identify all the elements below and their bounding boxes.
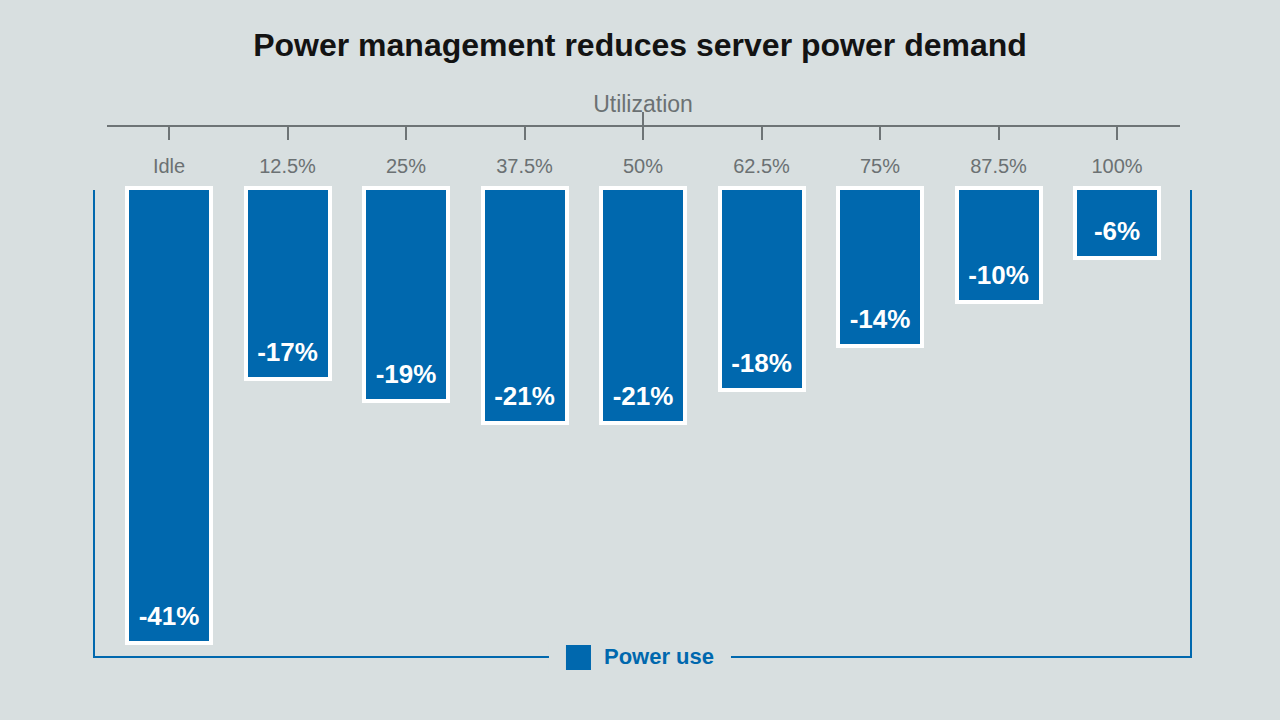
x-axis-tick: [405, 126, 407, 140]
bar-idle: -41%: [125, 186, 213, 645]
power-chart: Power management reduces server power de…: [0, 0, 1280, 720]
x-axis-tick: [998, 126, 1000, 140]
bar-value-label: -41%: [129, 601, 209, 632]
legend-swatch-power-use: [566, 645, 591, 670]
bar-62.5: -18%: [718, 186, 806, 392]
bar-100: -6%: [1073, 186, 1161, 260]
x-axis-tick: [879, 126, 881, 140]
bar-value-label: -17%: [248, 337, 328, 368]
bar-12.5: -17%: [244, 186, 332, 381]
x-axis-tick: [168, 126, 170, 140]
bar-value-label: -19%: [366, 359, 446, 390]
legend: Power use: [549, 641, 731, 673]
bar-87.5: -10%: [955, 186, 1043, 304]
x-axis-tick: [642, 112, 644, 140]
bar-value-label: -18%: [722, 348, 802, 379]
chart-title: Power management reduces server power de…: [0, 27, 1280, 64]
legend-label: Power use: [604, 644, 714, 670]
bar-value-label: -21%: [485, 381, 565, 412]
bar-value-label: -21%: [603, 381, 683, 412]
bar-75: -14%: [836, 186, 924, 348]
x-axis-tick: [287, 126, 289, 140]
bar-37.5: -21%: [481, 186, 569, 425]
plot-frame-left: [93, 190, 95, 658]
x-axis-tick: [524, 126, 526, 140]
bar-25: -19%: [362, 186, 450, 403]
x-axis-tick-label: 100%: [1047, 155, 1187, 178]
bar-value-label: -14%: [840, 304, 920, 335]
bar-value-label: -6%: [1077, 216, 1157, 247]
x-axis-tick: [1116, 126, 1118, 140]
plot-frame-right: [1190, 190, 1192, 658]
bar-50: -21%: [599, 186, 687, 425]
x-axis-tick: [761, 126, 763, 140]
bar-value-label: -10%: [959, 260, 1039, 291]
